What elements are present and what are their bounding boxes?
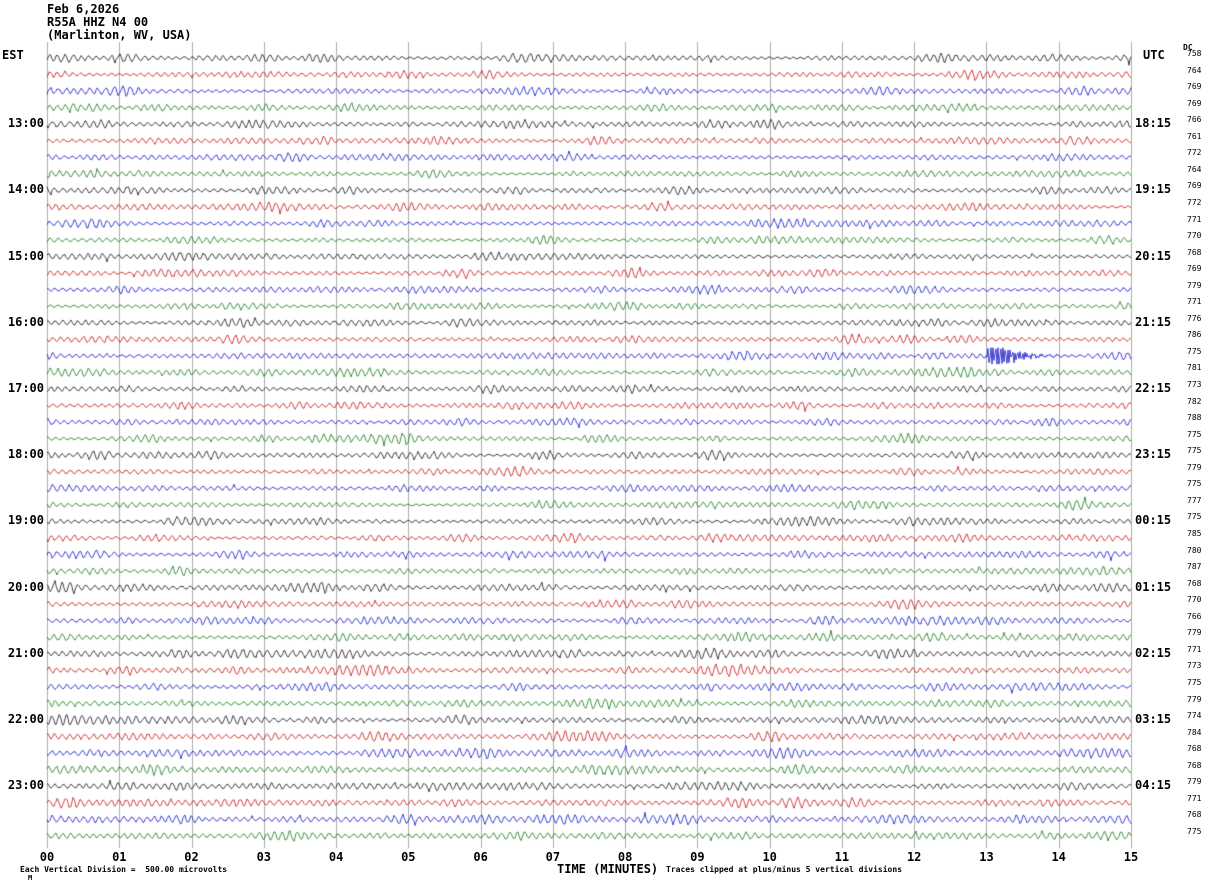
dc-value: 772 bbox=[1187, 198, 1202, 207]
dc-value: 786 bbox=[1187, 330, 1202, 340]
est-hour-label: 14:00 bbox=[7, 182, 44, 197]
est-hour-label: 22:00 bbox=[7, 712, 44, 726]
header-location: (Marlinton, WV, USA) bbox=[47, 28, 192, 42]
header-date: Feb 6,2026 bbox=[47, 2, 120, 16]
dc-value: 775 bbox=[1187, 429, 1202, 439]
utc-hour-label: 02:15 bbox=[1135, 645, 1172, 660]
est-hour-label: 17:00 bbox=[7, 381, 44, 395]
x-tick-label: 07 bbox=[545, 850, 561, 864]
est-hour-label: 18:00 bbox=[7, 447, 44, 462]
dc-value: 775 bbox=[1187, 479, 1202, 489]
x-tick-label: 09 bbox=[690, 850, 705, 864]
utc-hour-label: 01:15 bbox=[1135, 579, 1172, 594]
x-tick-label: 08 bbox=[617, 850, 633, 864]
x-tick-label: 15 bbox=[1123, 850, 1139, 864]
x-tick-label: 00 bbox=[39, 850, 55, 864]
dc-value: 774 bbox=[1187, 711, 1202, 720]
dc-value: 769 bbox=[1187, 82, 1202, 92]
dc-value: 775 bbox=[1187, 446, 1202, 456]
x-tick-label: 04 bbox=[328, 850, 344, 864]
dc-value: 764 bbox=[1187, 164, 1202, 174]
dc-value: 776 bbox=[1187, 313, 1202, 323]
dc-value: 770 bbox=[1187, 231, 1202, 241]
dc-value: 775 bbox=[1187, 677, 1202, 687]
x-tick-label: 13 bbox=[979, 850, 994, 864]
est-hour-label: 23:00 bbox=[7, 778, 44, 793]
dc-value: 758 bbox=[1187, 49, 1202, 58]
dc-value: 769 bbox=[1187, 264, 1202, 274]
dc-value: 781 bbox=[1187, 363, 1202, 373]
dc-value: 775 bbox=[1187, 346, 1202, 356]
est-hour-label: 21:00 bbox=[7, 645, 44, 660]
dc-value: 764 bbox=[1187, 65, 1202, 75]
dc-value: 769 bbox=[1187, 181, 1202, 191]
dc-value: 782 bbox=[1187, 396, 1202, 406]
utc-hour-label: 23:15 bbox=[1135, 447, 1172, 462]
utc-hour-label: 03:15 bbox=[1135, 712, 1172, 726]
dc-value: 773 bbox=[1187, 661, 1202, 671]
dc-value: 768 bbox=[1187, 247, 1202, 257]
corner-mark: M bbox=[28, 874, 33, 882]
utc-hour-label: 00:15 bbox=[1135, 513, 1172, 528]
est-hour-label: 20:00 bbox=[7, 579, 44, 594]
x-tick-label: 10 bbox=[762, 850, 777, 864]
dc-value: 766 bbox=[1187, 611, 1202, 621]
dc-value: 771 bbox=[1187, 297, 1202, 307]
dc-value: 779 bbox=[1187, 694, 1202, 704]
utc-axis-label: UTC bbox=[1143, 48, 1165, 62]
dc-value: 787 bbox=[1187, 562, 1202, 572]
dc-axis-label: DC bbox=[1183, 43, 1193, 52]
x-tick-label: 12 bbox=[906, 850, 922, 864]
utc-hour-label: 04:15 bbox=[1135, 778, 1172, 793]
dc-value: 773 bbox=[1187, 380, 1202, 389]
dc-value: 761 bbox=[1187, 131, 1202, 141]
vertical-division-note: Each Vertical Division = 500.00 microvol… bbox=[20, 865, 228, 874]
dc-value: 768 bbox=[1187, 578, 1202, 588]
utc-hour-label: 21:15 bbox=[1135, 314, 1172, 329]
dc-value: 788 bbox=[1187, 413, 1202, 423]
dc-value: 768 bbox=[1187, 810, 1202, 820]
dc-value: 779 bbox=[1187, 462, 1202, 472]
utc-hour-label: 18:15 bbox=[1135, 116, 1172, 131]
x-tick-label: 14 bbox=[1051, 850, 1066, 864]
est-hour-label: 19:00 bbox=[7, 513, 44, 528]
dc-value: 771 bbox=[1187, 214, 1202, 224]
dc-value: 766 bbox=[1187, 115, 1202, 125]
dc-value: 775 bbox=[1187, 512, 1202, 522]
est-hour-label: 13:00 bbox=[7, 116, 44, 131]
dc-value: 785 bbox=[1187, 529, 1202, 538]
dc-value: 777 bbox=[1187, 495, 1202, 505]
dc-value: 770 bbox=[1187, 595, 1202, 605]
est-axis-label: EST bbox=[2, 48, 24, 62]
header-station: R55A HHZ N4 00 bbox=[47, 15, 149, 29]
x-tick-label: 03 bbox=[256, 850, 272, 864]
x-tick-label: 11 bbox=[834, 850, 850, 864]
x-tick-label: 05 bbox=[401, 850, 416, 864]
dc-value: 771 bbox=[1187, 644, 1202, 654]
dc-value: 779 bbox=[1187, 777, 1202, 787]
est-hour-label: 16:00 bbox=[7, 314, 44, 329]
x-axis-title: TIME (MINUTES) bbox=[557, 862, 659, 876]
clipping-note: Traces clipped at plus/minus 5 vertical … bbox=[666, 865, 903, 874]
dc-value: 769 bbox=[1187, 98, 1202, 108]
x-tick-label: 06 bbox=[473, 850, 488, 864]
x-tick-label: 01 bbox=[112, 850, 127, 864]
dc-value: 772 bbox=[1187, 148, 1202, 158]
x-tick-label: 02 bbox=[184, 850, 199, 864]
dc-value: 768 bbox=[1187, 744, 1202, 754]
dc-value: 779 bbox=[1187, 628, 1202, 638]
dc-value: 775 bbox=[1187, 826, 1202, 836]
utc-hour-label: 20:15 bbox=[1135, 248, 1172, 263]
utc-hour-label: 19:15 bbox=[1135, 182, 1172, 197]
utc-hour-label: 22:15 bbox=[1135, 381, 1172, 395]
dc-value: 771 bbox=[1187, 793, 1202, 803]
dc-value: 779 bbox=[1187, 280, 1202, 290]
est-hour-label: 15:00 bbox=[7, 248, 44, 263]
dc-value: 784 bbox=[1187, 727, 1202, 737]
dc-value: 780 bbox=[1187, 545, 1202, 555]
dc-value: 768 bbox=[1187, 760, 1202, 770]
